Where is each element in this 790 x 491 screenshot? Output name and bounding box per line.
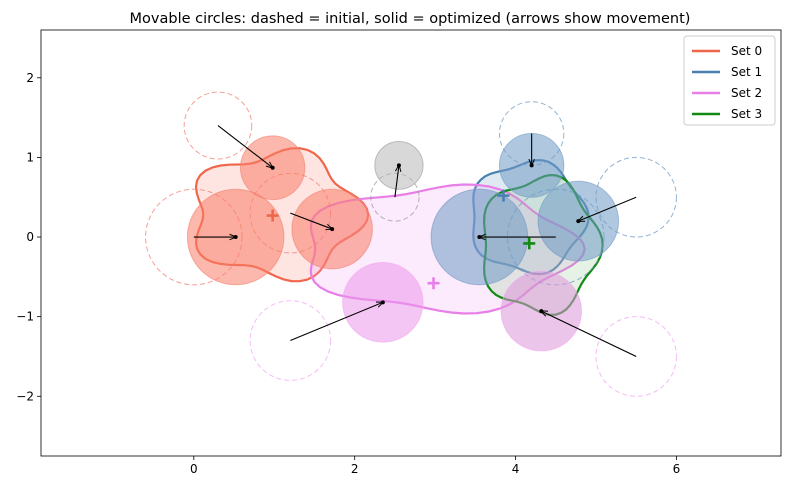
movement-arrow-7 [290, 302, 383, 342]
movement-arrow-3 [394, 165, 399, 198]
initial-circle-8 [595, 316, 677, 397]
x-tick-label-0: 0 [190, 462, 198, 476]
axes: 0 2 4 6 −2 −1 0 1 2 [16, 71, 680, 476]
legend-label-1: Set 1 [731, 65, 762, 79]
plot-content [145, 91, 677, 397]
movement-arrow-2 [290, 212, 332, 229]
y-tick-label-0: −2 [16, 389, 34, 403]
plot-frame [40, 29, 782, 457]
initial-circle-0 [183, 91, 253, 160]
plot-area [145, 91, 677, 397]
initial-circle-7 [249, 300, 332, 381]
legend-label-0: Set 0 [731, 44, 762, 58]
movement-arrow-6 [578, 196, 637, 221]
y-tick-label-3: 1 [26, 150, 34, 164]
y-tick-label-1: −1 [16, 310, 34, 324]
legend-label-2: Set 2 [731, 86, 762, 100]
set-centroid-1 [497, 189, 510, 202]
initial-circle-1 [145, 188, 243, 286]
legend-label-3: Set 3 [731, 107, 762, 121]
x-tick-label-2: 4 [512, 462, 520, 476]
set-centroid-0 [266, 209, 279, 222]
y-tick-label-2: 0 [26, 230, 34, 244]
legend: Set 0 Set 1 Set 2 Set 3 [683, 35, 776, 126]
initial-circle-6 [595, 156, 677, 238]
legend-box [683, 35, 776, 126]
y-tick-label-4: 2 [26, 71, 34, 85]
set-centroid-3 [523, 237, 536, 250]
x-tick-label-3: 6 [673, 462, 681, 476]
chart-title: Movable circles: dashed = initial, solid… [130, 11, 691, 27]
movement-arrow-8 [541, 311, 637, 357]
movement-arrow-0 [217, 125, 273, 168]
set-centroid-2 [427, 277, 440, 290]
x-tick-label-1: 2 [351, 462, 359, 476]
